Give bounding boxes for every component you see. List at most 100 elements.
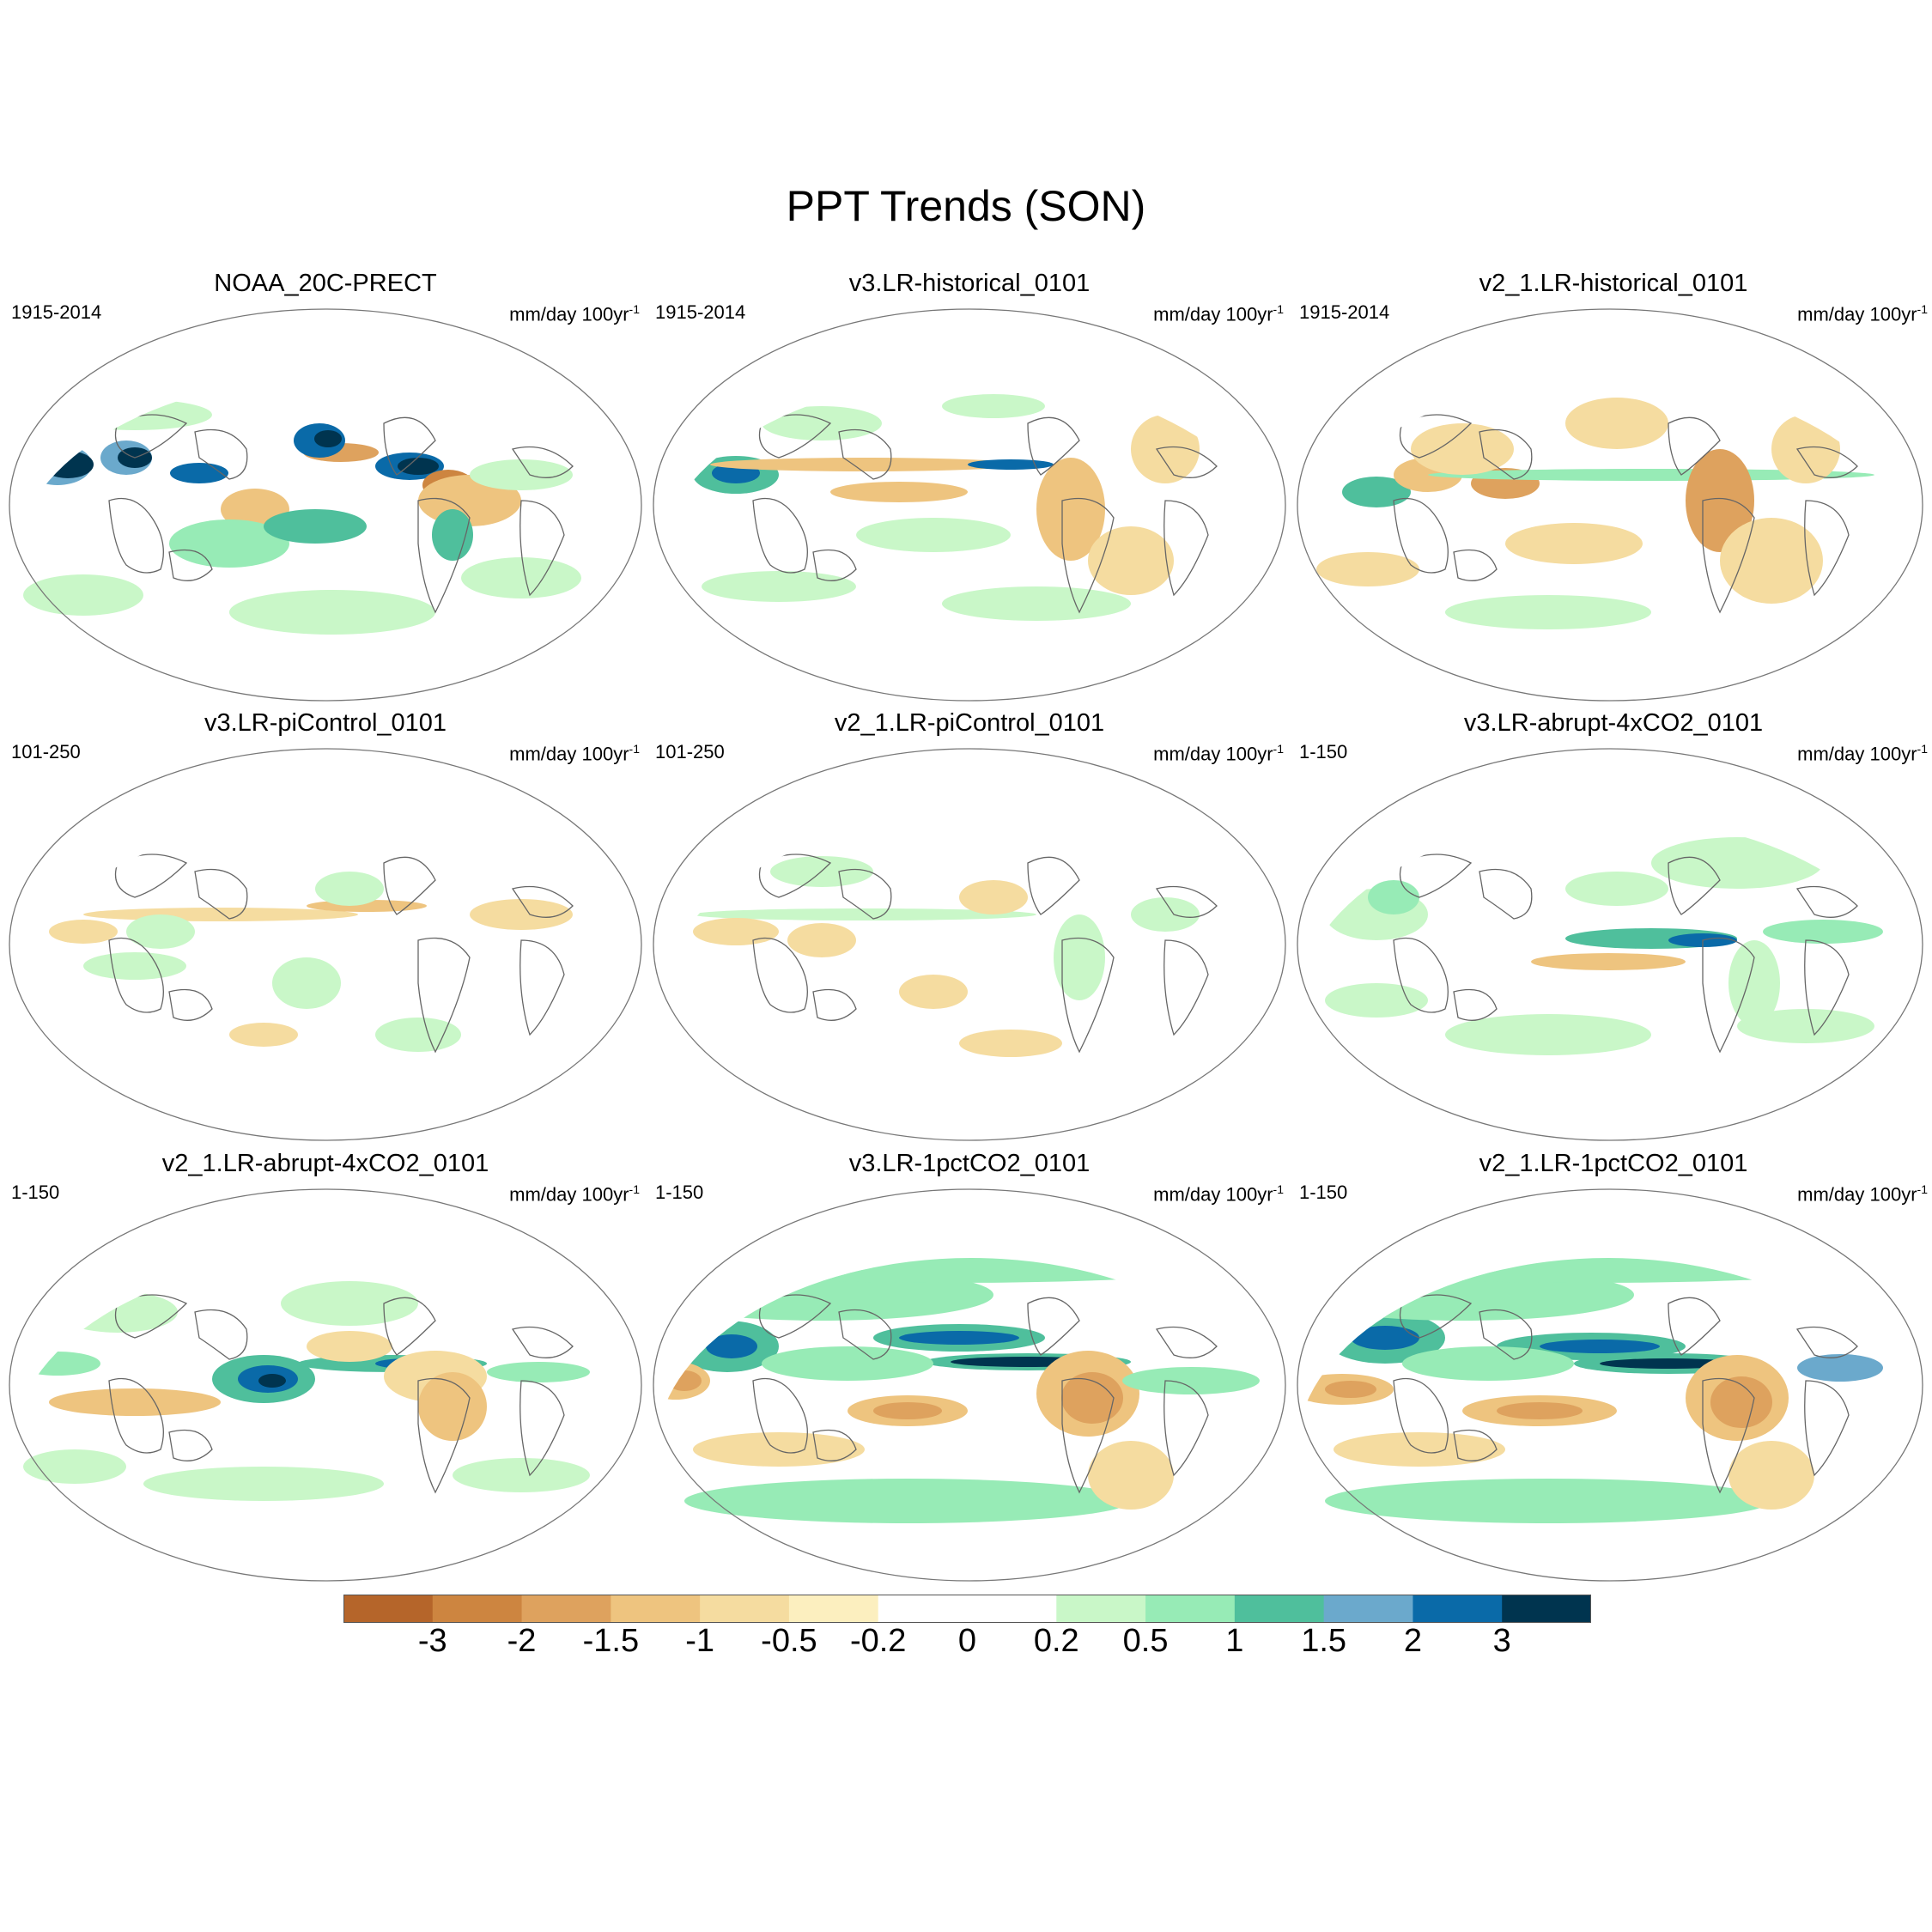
trend-region [1088,526,1174,595]
map-canvas [653,1188,1287,1587]
trend-region [693,1258,1208,1283]
coastline [114,414,188,459]
trend-region [706,1334,757,1358]
trend-region [83,908,358,921]
panel-title: NOAA_20C-PRECT [214,270,437,297]
coastline [1399,1294,1473,1339]
trend-region [272,957,341,1009]
trend-region [264,509,367,544]
coastline [1027,856,1080,915]
panel-period: 1915-2014 [655,301,746,323]
trend-region [143,1467,384,1501]
trend-region [1368,880,1419,914]
trend-region [1720,518,1823,604]
coastline [1804,1380,1850,1477]
trend-region [1351,1326,1419,1350]
coastline [1155,446,1218,478]
coastline [519,1380,565,1477]
coastline [383,856,436,915]
coastline [383,1297,436,1356]
trend-region [968,459,1054,470]
colorbar-swatch [700,1595,790,1623]
panel-title: v3.LR-piControl_0101 [204,709,447,737]
map-canvas [9,308,643,707]
trend-region [307,1331,392,1362]
coastline [1668,416,1721,476]
trend-region [1325,1381,1376,1398]
trend-region [693,908,1036,920]
trend-region [470,459,573,490]
trend-region [170,463,228,483]
colorbar-frame [343,1595,1591,1623]
map-outline [653,1188,1286,1582]
coastline [1702,1377,1755,1494]
coastline [194,868,248,920]
map-outline [1297,748,1923,1141]
map-outline [653,308,1286,702]
trend-region [1771,415,1840,483]
trend-region [1316,552,1419,586]
coastline [1163,500,1209,597]
trend-region [959,1030,1062,1057]
trend-region [314,430,342,447]
trend-region [1428,469,1874,481]
trend-region [1797,1354,1883,1382]
coastline [812,549,857,581]
coastline [1163,1380,1209,1477]
map-outline [653,748,1286,1141]
trend-region [1445,595,1651,629]
coastline [1399,854,1473,898]
trend-region [49,920,118,944]
trend-region [1334,1432,1505,1467]
trend-region [710,458,1019,471]
coastline [1795,446,1858,478]
map-canvas [9,748,643,1146]
map-canvas [653,308,1287,707]
coastline [1479,1309,1533,1360]
colorbar-tick-label: -0.2 [849,1623,907,1659]
trend-region [787,923,856,957]
trend-region [856,518,1011,552]
trend-region [693,1432,865,1467]
map-panel: v2_1.LR-1pctCO2_0101 1-150 mm/day 100yr-… [1292,1149,1932,1589]
trend-region [762,1346,933,1381]
map-outline [9,1188,642,1582]
panel-period: 101-250 [11,741,81,762]
trend-region [487,1362,590,1382]
coastline [838,1309,892,1360]
coastline [838,428,892,480]
colorbar-swatch [432,1595,523,1623]
coastline [108,497,164,574]
coastline [1393,937,1449,1013]
panel-title: v3.LR-historical_0101 [848,270,1091,297]
panel-units: mm/day 100yr-1 [509,1182,640,1206]
colorbar-tick-label: 2 [1403,1623,1422,1659]
trend-region [398,458,439,475]
trend-region [1728,940,1780,1026]
coastline [752,497,808,574]
trend-region [58,399,212,430]
trend-region [1565,872,1668,906]
colorbar [343,1595,1591,1623]
colorbar-tick-label: -2 [507,1623,537,1659]
colorbar-swatch [1502,1595,1591,1623]
colorbar-tick-label: -1 [685,1623,715,1659]
trend-region [1728,1441,1814,1510]
map-panel: v2_1.LR-historical_0101 1915-2014 mm/day… [1292,269,1932,708]
colorbar-tick-label: 1.5 [1301,1623,1347,1659]
colorbar-swatch [788,1595,879,1623]
trend-region [1054,914,1105,1000]
trend-region [49,1388,221,1416]
coastline [1804,939,1850,1036]
coastline [1453,549,1498,581]
panel-period: 1915-2014 [1299,301,1390,323]
trend-region [281,1281,418,1326]
map-outline [9,308,642,702]
map-panel: v3.LR-historical_0101 1915-2014 mm/day 1… [648,269,1291,708]
trend-region [942,586,1131,621]
coastline [752,1377,808,1454]
colorbar-swatch [967,1595,1057,1623]
panel-period: 1-150 [1299,1182,1348,1203]
colorbar-swatch [1056,1595,1146,1623]
map-canvas [1296,1188,1923,1587]
